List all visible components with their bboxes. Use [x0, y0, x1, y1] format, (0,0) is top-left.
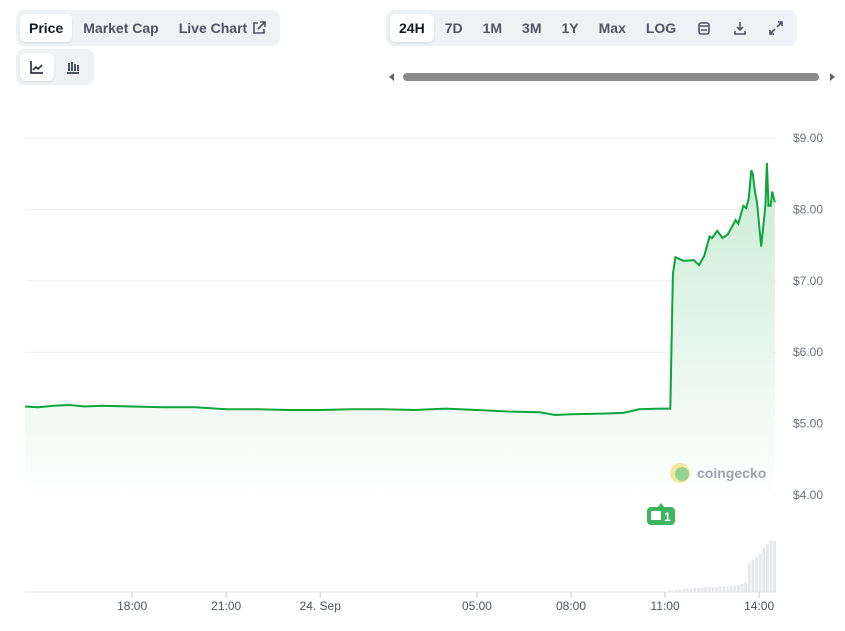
volume-bar	[718, 586, 722, 592]
volume-bar	[697, 588, 700, 592]
external-link-icon	[253, 21, 266, 34]
x-tick-label: 24. Sep	[300, 599, 342, 613]
volume-bar	[769, 540, 773, 592]
volume-bar	[773, 540, 776, 592]
volume-bar	[686, 588, 689, 592]
range-24h[interactable]: 24H	[390, 14, 434, 42]
volume-bar	[668, 590, 671, 592]
download-button[interactable]	[723, 14, 757, 42]
news-count: 1	[664, 510, 671, 524]
volume-bar	[755, 556, 758, 592]
y-tick-label: $5.00	[793, 417, 823, 431]
y-tick-label: $6.00	[793, 345, 823, 359]
volume-bar	[675, 589, 678, 592]
volume-bar	[737, 584, 740, 592]
coingecko-watermark: coingecko	[670, 463, 766, 483]
volume-bar	[711, 587, 715, 592]
tab-label: Price	[29, 20, 64, 36]
news-icon	[651, 511, 661, 520]
watermark-text: coingecko	[697, 465, 766, 481]
volume-bar	[729, 585, 733, 592]
volume-bar	[682, 588, 686, 592]
volume-bar	[733, 585, 737, 592]
y-tick-label: $7.00	[793, 274, 823, 288]
range-label: 24H	[399, 20, 425, 36]
range-label: LOG	[645, 20, 677, 36]
price-line	[24, 162, 776, 417]
range-selector: 24H 7D 1M 3M 1Y Max LOG	[386, 10, 798, 46]
volume-bar	[700, 588, 704, 592]
y-tick-label: $8.00	[793, 202, 823, 216]
volume-bar	[744, 582, 747, 592]
volume-bar	[715, 587, 718, 592]
range-3m[interactable]: 3M	[513, 14, 550, 42]
tab-price[interactable]: Price	[20, 14, 73, 42]
volume-bar	[766, 544, 769, 592]
tab-live-chart[interactable]: Live Chart	[170, 14, 276, 42]
price-area	[25, 163, 775, 500]
log-toggle[interactable]: LOG	[637, 14, 685, 42]
tab-market-cap[interactable]: Market Cap	[74, 14, 167, 42]
scrollbar-thumb[interactable]	[403, 73, 819, 81]
range-label: 1Y	[561, 20, 579, 36]
range-label: 7D	[444, 20, 463, 36]
volume-bar	[726, 586, 729, 592]
volume-bar	[762, 547, 766, 592]
volume-bar	[689, 588, 693, 592]
x-tick-label: 18:00	[117, 599, 147, 613]
chart-type-toggle	[16, 49, 94, 85]
tab-label: Live Chart	[178, 20, 248, 36]
calendar-button[interactable]	[687, 14, 721, 42]
volume-bar	[740, 584, 744, 592]
fullscreen-icon	[769, 21, 784, 35]
range-max[interactable]: Max	[590, 14, 635, 42]
x-tick-label: 05:00	[462, 599, 492, 613]
view-tabs: Price Market Cap Live Chart	[16, 10, 281, 46]
range-label: 1M	[482, 20, 503, 36]
range-1y[interactable]: 1Y	[553, 14, 588, 42]
candlestick-chart-icon	[67, 62, 79, 74]
y-tick-label: $9.00	[793, 131, 823, 145]
line-chart-button[interactable]	[20, 53, 54, 81]
x-tick-label: 21:00	[211, 599, 241, 613]
range-label: 3M	[522, 20, 542, 36]
range-scrollbar[interactable]	[389, 72, 835, 82]
candlestick-chart-button[interactable]	[56, 53, 90, 81]
volume-bar	[758, 553, 762, 592]
x-tick-label: 14:00	[744, 599, 774, 613]
volume-bar	[747, 563, 751, 592]
volume-bar	[707, 587, 711, 592]
y-tick-label: $4.00	[793, 488, 823, 502]
scroll-right-arrow[interactable]	[830, 73, 835, 81]
volume-bar	[704, 587, 707, 592]
fullscreen-button[interactable]	[759, 14, 793, 42]
range-1m[interactable]: 1M	[474, 14, 511, 42]
calendar-icon	[698, 22, 711, 35]
volume-bar	[671, 590, 675, 592]
volume-bar	[751, 560, 755, 592]
x-tick-label: 08:00	[556, 599, 586, 613]
x-tick-label: 11:00	[650, 599, 679, 613]
line-chart-icon	[30, 61, 43, 74]
news-badge[interactable]: 1	[647, 503, 675, 525]
volume-bar	[722, 586, 726, 592]
range-label: Max	[598, 20, 626, 36]
range-7d[interactable]: 7D	[436, 14, 472, 42]
scroll-left-arrow[interactable]	[389, 73, 394, 81]
volume-bar	[693, 588, 697, 592]
tab-label: Market Cap	[83, 20, 159, 36]
volume-bar	[678, 589, 682, 592]
download-icon	[734, 22, 747, 35]
